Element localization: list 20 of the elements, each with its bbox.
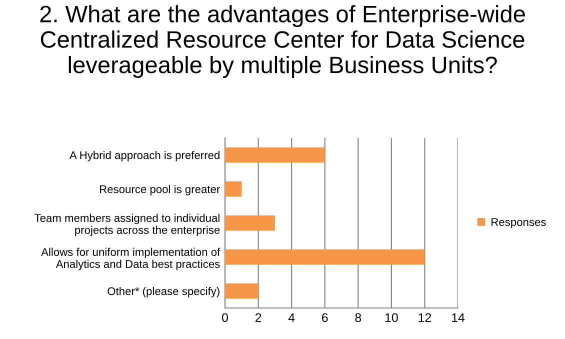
bar	[225, 215, 275, 231]
x-tick-label: 8	[355, 313, 362, 322]
x-tick-label: 6	[322, 313, 328, 322]
x-tick-label: 0	[222, 313, 228, 322]
y-tick-label: A Hybrid approach is preferred	[69, 150, 220, 162]
x-tick-label: 10	[385, 313, 398, 322]
x-tick-label: 12	[418, 313, 432, 322]
bar	[225, 249, 425, 265]
y-tick-label: Resource pool is greater	[100, 184, 220, 196]
x-tick-label: 14	[452, 313, 465, 322]
y-tick-label: Other* (please specify)	[108, 286, 220, 298]
y-tick-label: Team members assigned to individual projects across the enterprise	[34, 214, 220, 236]
bar	[225, 147, 325, 163]
bar	[225, 283, 258, 299]
y-tick-label: Allows for uniform implementation of Analytics and Data best practices	[41, 248, 220, 270]
chart-title: 2. What are the advantages of Enterprise-wide Centralized Resource Center for Data Science leverageable by multiple Business Units?	[40, 5, 525, 78]
legend-label: Responses	[492, 218, 546, 228]
bar	[225, 181, 242, 197]
x-tick-label: 4	[288, 313, 295, 322]
x-tick-label: 2	[255, 313, 262, 322]
